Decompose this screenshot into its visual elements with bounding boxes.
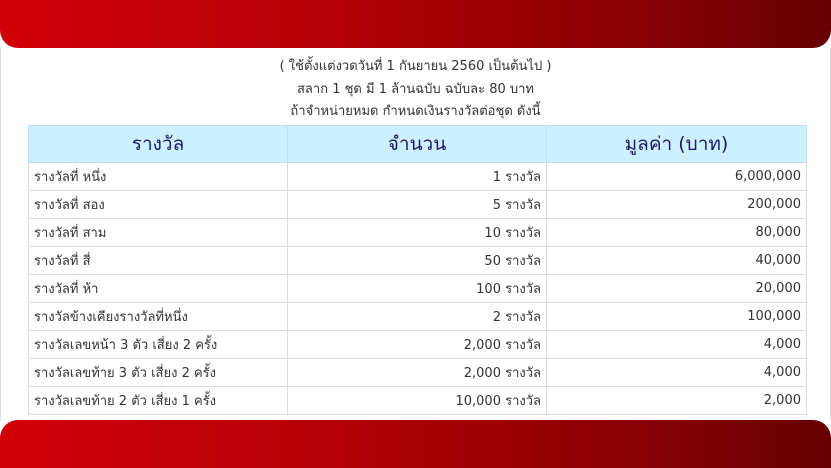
prize-name: รางวัลที่ หนึ่ง xyxy=(28,162,288,191)
table-row: รางวัลที่ สาม 10 รางวัล 80,000 xyxy=(28,218,807,247)
prize-name: รางวัลเลขท้าย 2 ตัว เสี่ยง 1 ครั้ง xyxy=(28,386,288,415)
header-prize: รางวัล xyxy=(28,125,288,163)
prize-count: 50 รางวัล xyxy=(287,246,547,275)
prize-intro: ( ใช้ตั้งแต่งวดวันที่ 1 กันยายน 2560 เป็… xyxy=(0,56,831,124)
prize-value: 4,000 xyxy=(546,358,807,387)
header-count: จำนวน xyxy=(287,125,547,163)
prize-name: รางวัลข้างเคียงรางวัลที่หนึ่ง xyxy=(28,302,288,331)
prize-count: 2,000 รางวัล xyxy=(287,330,547,359)
prize-value: 80,000 xyxy=(546,218,807,247)
intro-effective-date: ( ใช้ตั้งแต่งวดวันที่ 1 กันยายน 2560 เป็… xyxy=(279,59,552,74)
prize-value: 200,000 xyxy=(546,190,807,219)
prize-name: รางวัลที่ สาม xyxy=(28,218,288,247)
prize-count: 2,000 รางวัล xyxy=(287,358,547,387)
prize-table: รางวัล จำนวน มูลค่า (บาท) รางวัลที่ หนึ่… xyxy=(28,125,807,415)
bottom-banner xyxy=(0,420,831,468)
prize-value: 100,000 xyxy=(546,302,807,331)
prize-name: รางวัลที่ สี่ xyxy=(28,246,288,275)
table-row: รางวัลที่ สี่ 50 รางวัล 40,000 xyxy=(28,246,807,275)
table-row: รางวัลที่ ห้า 100 รางวัล 20,000 xyxy=(28,274,807,303)
table-row: รางวัลที่ หนึ่ง 1 รางวัล 6,000,000 xyxy=(28,162,807,191)
table-header-row: รางวัล จำนวน มูลค่า (บาท) xyxy=(28,125,807,163)
prize-name: รางวัลเลขหน้า 3 ตัว เสี่ยง 2 ครั้ง xyxy=(28,330,288,359)
prize-count: 5 รางวัล xyxy=(287,190,547,219)
top-banner xyxy=(0,0,831,48)
header-value: มูลค่า (บาท) xyxy=(546,125,807,163)
prize-name: รางวัลที่ สอง xyxy=(28,190,288,219)
prize-value: 40,000 xyxy=(546,246,807,275)
prize-count: 10,000 รางวัล xyxy=(287,386,547,415)
intro-prize-note: ถ้าจำหน่ายหมด กำหนดเงินรางวัลต่อชุด ดังน… xyxy=(290,104,541,119)
prize-name: รางวัลเลขท้าย 3 ตัว เสี่ยง 2 ครั้ง xyxy=(28,358,288,387)
prize-value: 20,000 xyxy=(546,274,807,303)
prize-count: 2 รางวัล xyxy=(287,302,547,331)
prize-value: 2,000 xyxy=(546,386,807,415)
prize-name: รางวัลที่ ห้า xyxy=(28,274,288,303)
table-row: รางวัลเลขหน้า 3 ตัว เสี่ยง 2 ครั้ง 2,000… xyxy=(28,330,807,359)
intro-ticket-info: สลาก 1 ชุด มี 1 ล้านฉบับ ฉบับละ 80 บาท xyxy=(297,81,534,97)
table-row: รางวัลเลขท้าย 2 ตัว เสี่ยง 1 ครั้ง 10,00… xyxy=(28,386,807,415)
table-row: รางวัลเลขท้าย 3 ตัว เสี่ยง 2 ครั้ง 2,000… xyxy=(28,358,807,387)
table-row: รางวัลข้างเคียงรางวัลที่หนึ่ง 2 รางวัล 1… xyxy=(28,302,807,331)
prize-count: 100 รางวัล xyxy=(287,274,547,303)
prize-value: 6,000,000 xyxy=(546,162,807,191)
prize-count: 10 รางวัล xyxy=(287,218,547,247)
prize-value: 4,000 xyxy=(546,330,807,359)
prize-count: 1 รางวัล xyxy=(287,162,547,191)
table-row: รางวัลที่ สอง 5 รางวัล 200,000 xyxy=(28,190,807,219)
